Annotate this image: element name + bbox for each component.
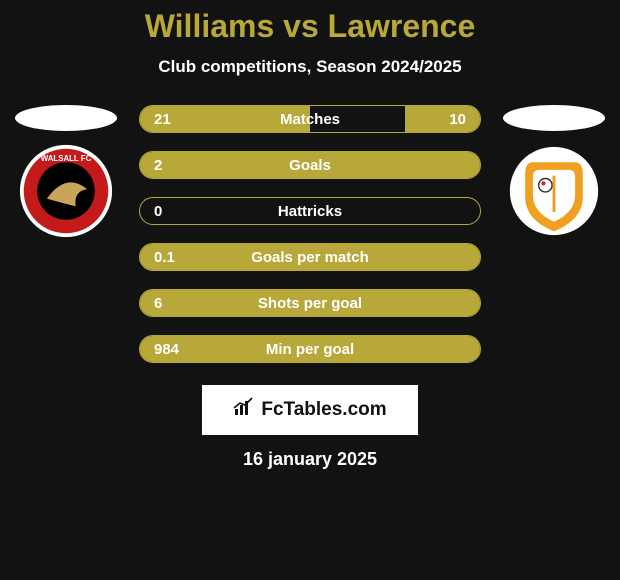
stat-bar: 0.1Goals per match xyxy=(139,243,481,271)
main-row: WALSALL FC 21Matches10 2Goals 0Hattricks 0.… xyxy=(0,105,620,363)
mkdons-badge-icon xyxy=(506,143,602,239)
right-player-side xyxy=(499,105,609,239)
stat-bar: 6Shots per goal xyxy=(139,289,481,317)
bar-value-right: 10 xyxy=(449,106,466,132)
stat-bar: 2Goals xyxy=(139,151,481,179)
stat-bar: 21Matches10 xyxy=(139,105,481,133)
branding-text: FcTables.com xyxy=(261,399,386,421)
chart-icon xyxy=(233,397,255,423)
left-player-side: WALSALL FC xyxy=(11,105,121,239)
walsall-badge-icon: WALSALL FC xyxy=(18,143,114,239)
date-text: 16 january 2025 xyxy=(0,449,620,470)
svg-text:WALSALL FC: WALSALL FC xyxy=(41,154,92,163)
comparison-card: Williams vs Lawrence Club competitions, … xyxy=(0,0,620,470)
bar-label: Goals xyxy=(140,152,480,178)
bar-label: Matches xyxy=(140,106,480,132)
stat-bar: 984Min per goal xyxy=(139,335,481,363)
bar-label: Shots per goal xyxy=(140,290,480,316)
bar-label: Min per goal xyxy=(140,336,480,362)
bar-label: Hattricks xyxy=(140,198,480,224)
bar-label: Goals per match xyxy=(140,244,480,270)
subtitle: Club competitions, Season 2024/2025 xyxy=(0,57,620,77)
branding-box: FcTables.com xyxy=(202,385,418,435)
right-player-photo xyxy=(503,105,605,131)
left-player-photo xyxy=(15,105,117,131)
stat-bars: 21Matches10 2Goals 0Hattricks 0.1Goals per … xyxy=(139,105,481,363)
page-title: Williams vs Lawrence xyxy=(0,8,620,45)
stat-bar: 0Hattricks xyxy=(139,197,481,225)
right-club-badge xyxy=(506,143,602,239)
left-club-badge: WALSALL FC xyxy=(18,143,114,239)
